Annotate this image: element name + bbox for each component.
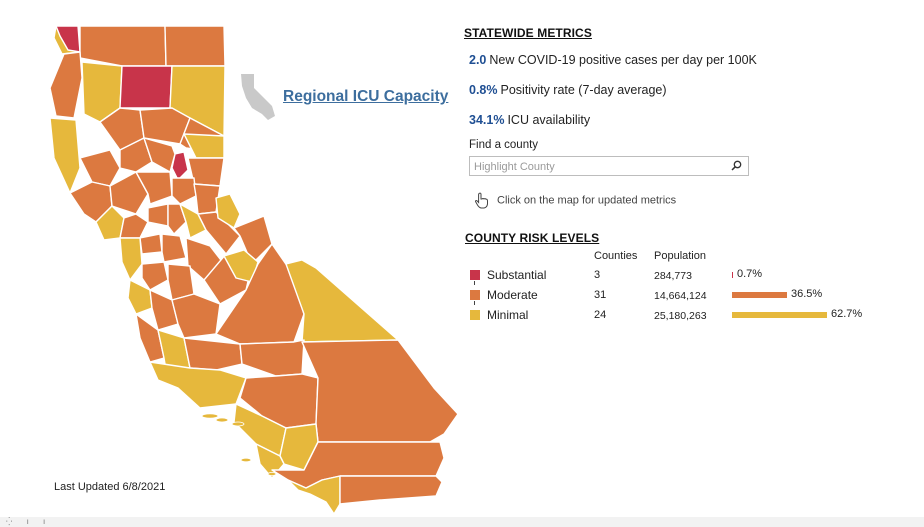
risk-share-percent: 62.7% (831, 308, 863, 320)
county-region[interactable] (233, 215, 273, 265)
county-region[interactable] (287, 475, 341, 515)
last-updated-text: Last Updated 6/8/2021 (54, 481, 166, 493)
county-region[interactable] (119, 237, 143, 281)
county-region[interactable] (147, 203, 169, 227)
row-separator (474, 301, 475, 305)
county-island[interactable] (240, 457, 252, 463)
county-region[interactable] (171, 177, 197, 205)
regional-icu-capacity-link[interactable]: Regional ICU Capacity (283, 88, 449, 105)
county-region[interactable] (119, 213, 149, 239)
substantial-swatch (470, 270, 480, 280)
risk-level-label: Substantial (487, 268, 547, 282)
county-region[interactable] (183, 133, 225, 159)
county-map-svg[interactable] (40, 18, 470, 515)
metric-icu-value: 34.1% (469, 113, 505, 127)
risk-population: 25,180,263 (654, 310, 707, 322)
county-search-box[interactable] (469, 156, 749, 176)
county-region[interactable] (141, 261, 169, 291)
risk-share-bar (732, 272, 733, 278)
metric-cases-label: New COVID-19 positive cases per day per … (489, 53, 757, 67)
county-risk-levels-heading: COUNTY RISK LEVELS (465, 231, 600, 245)
county-region[interactable] (239, 339, 305, 377)
county-island[interactable] (231, 421, 245, 427)
risk-share-percent: 0.7% (737, 268, 763, 280)
metric-cases-value: 2.0 (469, 53, 487, 67)
search-icon[interactable] (731, 160, 742, 171)
county-region[interactable] (79, 149, 121, 187)
county-region[interactable] (55, 25, 81, 53)
risk-share-bar (732, 292, 787, 298)
risk-row-substantial: Substantial 3 284,773 0.7% (470, 267, 890, 285)
statewide-metrics-heading: STATEWIDE METRICS (464, 26, 592, 40)
county-region[interactable] (149, 289, 179, 331)
county-region[interactable] (135, 313, 165, 363)
county-region[interactable] (143, 137, 176, 173)
county-region[interactable] (301, 339, 459, 443)
moderate-swatch (470, 290, 480, 300)
metrics-panel: STATEWIDE METRICS 2.0 New COVID-19 positi… (464, 26, 904, 322)
county-region[interactable] (49, 117, 81, 194)
county-region[interactable] (179, 203, 207, 239)
metric-positivity-value: 0.8% (469, 83, 498, 97)
risk-county-count: 3 (594, 269, 601, 281)
county-region[interactable] (119, 65, 173, 109)
county-region[interactable] (139, 233, 163, 255)
county-region[interactable] (215, 193, 241, 229)
metric-icu-label: ICU availability (507, 113, 591, 127)
county-island[interactable] (201, 413, 219, 419)
toolbar-icon[interactable]: ⁛ ı ı (6, 517, 52, 526)
risk-share-percent: 36.5% (791, 288, 823, 300)
risk-county-count: 31 (594, 289, 607, 301)
county-search-input[interactable] (470, 158, 720, 176)
county-region[interactable] (109, 171, 149, 215)
county-region[interactable] (183, 337, 243, 371)
county-region[interactable] (164, 25, 226, 67)
county-region[interactable] (285, 259, 399, 343)
county-region[interactable] (119, 137, 153, 173)
risk-level-label: Moderate (487, 288, 538, 302)
county-region[interactable] (171, 293, 221, 339)
risk-row-minimal: Minimal 24 25,180,263 62.7% (470, 307, 890, 325)
county-region[interactable] (197, 211, 241, 255)
hand-pointer-icon (474, 192, 488, 209)
county-region[interactable] (161, 233, 187, 263)
california-county-map[interactable] (40, 18, 470, 515)
col-counties-header: Counties (594, 250, 638, 262)
map-hint-text: Click on the map for updated metrics (497, 194, 677, 207)
row-separator (474, 281, 475, 285)
risk-level-label: Minimal (487, 308, 529, 322)
county-island[interactable] (267, 471, 277, 476)
metric-positivity-label: Positivity rate (7-day average) (500, 83, 667, 97)
county-island[interactable] (215, 417, 229, 423)
risk-population: 284,773 (654, 270, 692, 282)
find-county-label: Find a county (469, 139, 539, 151)
county-region[interactable] (127, 279, 153, 315)
footer-toolbar: ⁛ ı ı (0, 517, 924, 527)
county-region[interactable] (339, 475, 443, 505)
county-region[interactable] (79, 25, 167, 67)
county-region[interactable] (149, 361, 247, 409)
map-hint: Click on the map for updated metrics (474, 192, 676, 209)
risk-share-bar (732, 312, 827, 318)
metric-icu: 34.1% ICU availability (469, 113, 590, 127)
county-region[interactable] (49, 51, 83, 119)
risk-population: 14,664,124 (654, 290, 707, 302)
metric-cases: 2.0 New COVID-19 positive cases per day p… (469, 53, 757, 67)
county-region[interactable] (135, 171, 173, 205)
risk-row-moderate: Moderate 31 14,664,124 36.5% (470, 287, 890, 305)
county-region[interactable] (171, 151, 189, 181)
california-mini-map-icon[interactable] (238, 72, 280, 124)
risk-county-count: 24 (594, 309, 607, 321)
metric-positivity: 0.8% Positivity rate (7-day average) (469, 83, 667, 97)
county-region[interactable] (167, 203, 187, 235)
col-population-header: Population (654, 250, 706, 262)
minimal-swatch (470, 310, 480, 320)
